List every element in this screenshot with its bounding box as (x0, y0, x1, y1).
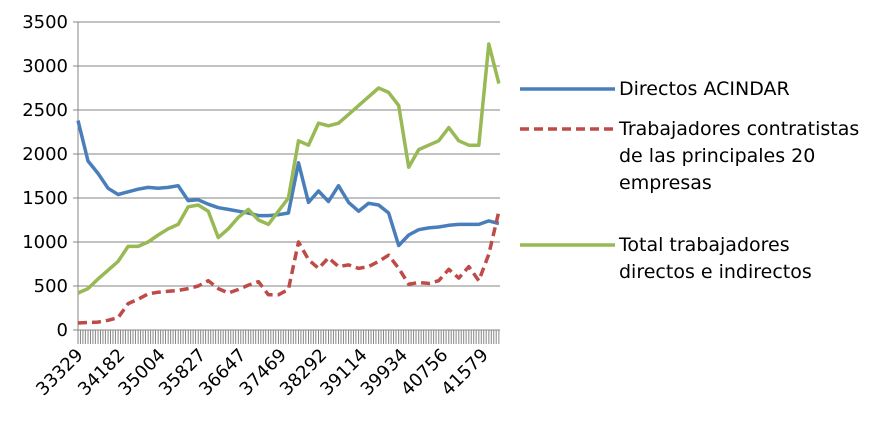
y-tick-label: 0 (57, 320, 68, 341)
y-tick-label: 3500 (22, 12, 68, 33)
legend-swatch (520, 87, 615, 91)
legend-entry: Directos ACINDAR (520, 76, 870, 103)
y-tick-label: 1000 (22, 232, 68, 253)
legend-label: Directos ACINDAR (619, 78, 790, 100)
y-tick-label: 500 (34, 276, 68, 297)
x-tick-label: 33329 (32, 345, 87, 400)
y-tick-label: 2500 (22, 100, 68, 121)
y-tick-label: 1500 (22, 188, 68, 209)
legend-entry: Trabajadores contratistas de las princip… (520, 116, 870, 197)
y-tick-label: 3000 (22, 56, 68, 77)
series-line (76, 120, 500, 248)
series-line (77, 42, 501, 295)
legend-label: Trabajadores contratistas de las princip… (619, 118, 860, 194)
legend-swatch (520, 127, 615, 131)
legend-swatch (520, 243, 615, 247)
legend-label: Total trabajadores directos e indirectos (619, 234, 812, 283)
series-line (77, 210, 501, 325)
legend-entry: Total trabajadores directos e indirectos (520, 232, 870, 286)
y-tick-label: 2000 (22, 144, 68, 165)
